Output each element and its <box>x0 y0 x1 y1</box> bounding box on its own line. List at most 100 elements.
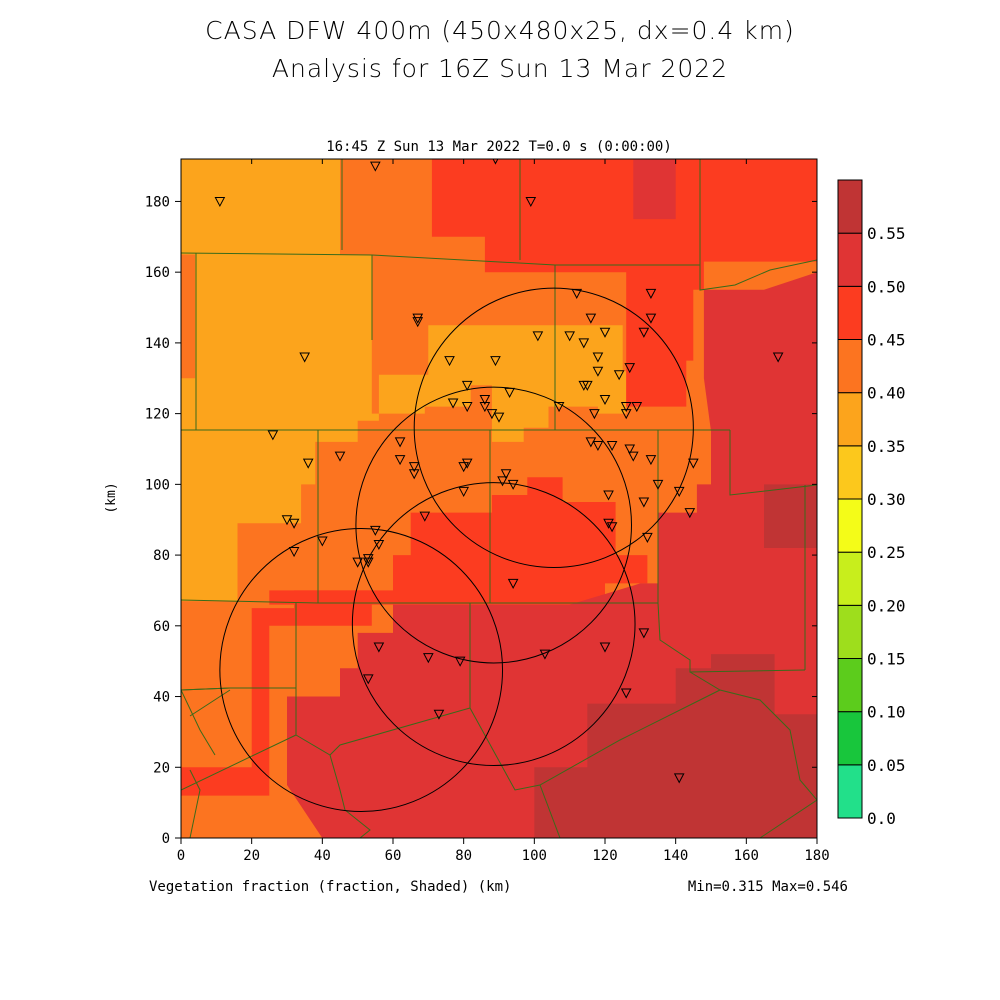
county-border <box>329 754 371 838</box>
station-marker <box>599 642 611 653</box>
station-marker <box>419 511 431 522</box>
station-marker <box>490 356 501 367</box>
y-tick-label: 140 <box>145 336 170 352</box>
x-axis-label: Vegetation fraction (fraction, Shaded) (… <box>149 879 511 895</box>
field-region-4 <box>269 477 648 605</box>
field-region-1 <box>181 159 340 255</box>
station-marker <box>645 288 657 299</box>
colorbar: 0.0 0.05 0.10 0.15 0.20 0.25 0.30 0.35 0.40 0.45 0… <box>837 179 906 828</box>
station-marker <box>461 380 473 391</box>
x-tick-label: 40 <box>314 848 331 864</box>
station-marker <box>412 313 424 324</box>
colorbar-swatch <box>837 658 863 713</box>
station-marker <box>620 688 632 699</box>
station-marker <box>645 313 657 324</box>
y-tick-label: 160 <box>145 265 170 281</box>
station-marker <box>412 317 424 328</box>
colorbar-swatch <box>837 551 863 606</box>
station-marker <box>638 628 650 639</box>
colorbar-swatch <box>837 392 863 447</box>
y-tick-label: 100 <box>145 477 170 493</box>
station-marker <box>688 458 699 469</box>
station-marker <box>334 451 346 462</box>
y-tick-label: 60 <box>153 619 170 635</box>
station-marker <box>645 455 657 466</box>
station-marker <box>525 196 537 208</box>
colorbar-swatch <box>837 179 863 234</box>
y-tick-label: 120 <box>145 407 170 423</box>
colorbar-swatch <box>837 498 863 553</box>
station-marker <box>362 554 374 565</box>
y-tick-label: 80 <box>153 548 170 564</box>
colorbar-swatch <box>837 764 863 819</box>
plot-frame <box>180 158 818 839</box>
county-border <box>181 252 700 266</box>
colorbar-swatch <box>837 711 863 766</box>
station-marker <box>507 578 519 589</box>
station-marker <box>447 398 459 409</box>
station-marker <box>599 394 611 406</box>
x-tick-label: 60 <box>385 848 402 864</box>
range-ring <box>351 482 636 767</box>
county-border <box>189 689 231 717</box>
station-marker <box>302 458 314 469</box>
x-tick-label: 80 <box>455 848 472 864</box>
station-marker <box>408 462 420 473</box>
county-border <box>189 769 201 838</box>
field-region-8 <box>764 484 817 548</box>
colorbar-label: 0.25 <box>867 543 906 562</box>
station-marker <box>606 522 618 533</box>
colorbar-swatch <box>837 285 863 341</box>
station-marker <box>603 490 614 501</box>
station-marker <box>394 455 406 466</box>
station-marker <box>433 709 445 720</box>
x-tick-label: 20 <box>243 848 260 864</box>
colorbar-label: 0.05 <box>867 756 906 775</box>
x-tick-label: 160 <box>734 848 759 864</box>
station-marker <box>458 486 469 497</box>
station-marker <box>370 161 381 172</box>
x-tick-label: 120 <box>592 848 617 864</box>
station-marker <box>578 338 590 349</box>
station-marker <box>281 515 293 526</box>
station-marker <box>370 525 381 536</box>
x-tick-label: 0 <box>177 848 185 864</box>
station-marker <box>288 547 300 558</box>
x-tick-label: 180 <box>804 848 829 864</box>
station-marker <box>638 327 650 338</box>
plot-subtitle: 16:45 Z Sun 13 Mar 2022 T=0.0 s (0:00:00… <box>326 139 672 155</box>
station-marker <box>631 402 643 413</box>
county-border <box>295 603 471 756</box>
county-borders <box>181 159 817 838</box>
station-marker <box>571 288 583 299</box>
field-region-3 <box>431 159 817 407</box>
station-marker <box>497 476 508 487</box>
station-marker <box>454 656 466 667</box>
station-marker <box>267 430 279 441</box>
range-ring <box>355 386 633 664</box>
station-marker <box>461 458 473 469</box>
station-marker <box>553 402 565 413</box>
field-region-6 <box>633 159 676 220</box>
station-marker <box>500 469 512 480</box>
colorbar-label: 0.50 <box>867 277 906 296</box>
county-border <box>759 799 817 838</box>
y-tick-label: 20 <box>153 760 170 776</box>
y-tick-label: 40 <box>153 690 170 706</box>
station-marker <box>493 412 505 423</box>
colorbar-swatch <box>837 604 863 659</box>
station-marker <box>585 313 597 324</box>
station-marker <box>652 479 664 490</box>
station-marker <box>642 532 653 543</box>
station-marker <box>408 469 420 480</box>
station-marker <box>638 497 650 508</box>
station-marker <box>394 437 406 448</box>
station-marker <box>620 409 632 420</box>
station-marker <box>458 462 469 473</box>
colorbar-label: 0.20 <box>867 596 906 615</box>
station-marker <box>684 508 696 519</box>
x-tick-label: 100 <box>522 848 547 864</box>
station-marker <box>299 352 310 363</box>
x-axis: 0 20 40 60 80 100 120 140 160 180 <box>177 159 830 864</box>
station-marker <box>486 409 498 420</box>
